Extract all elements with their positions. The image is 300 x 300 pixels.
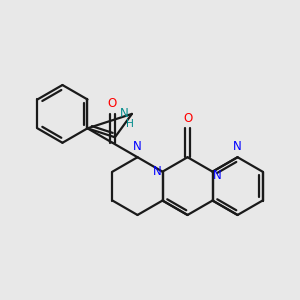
Text: N: N — [119, 107, 128, 120]
Text: O: O — [183, 112, 192, 125]
Text: N: N — [133, 140, 142, 153]
Text: H: H — [126, 119, 134, 129]
Text: N: N — [213, 169, 222, 182]
Text: N: N — [153, 165, 162, 178]
Text: O: O — [108, 98, 117, 110]
Text: N: N — [233, 140, 242, 153]
